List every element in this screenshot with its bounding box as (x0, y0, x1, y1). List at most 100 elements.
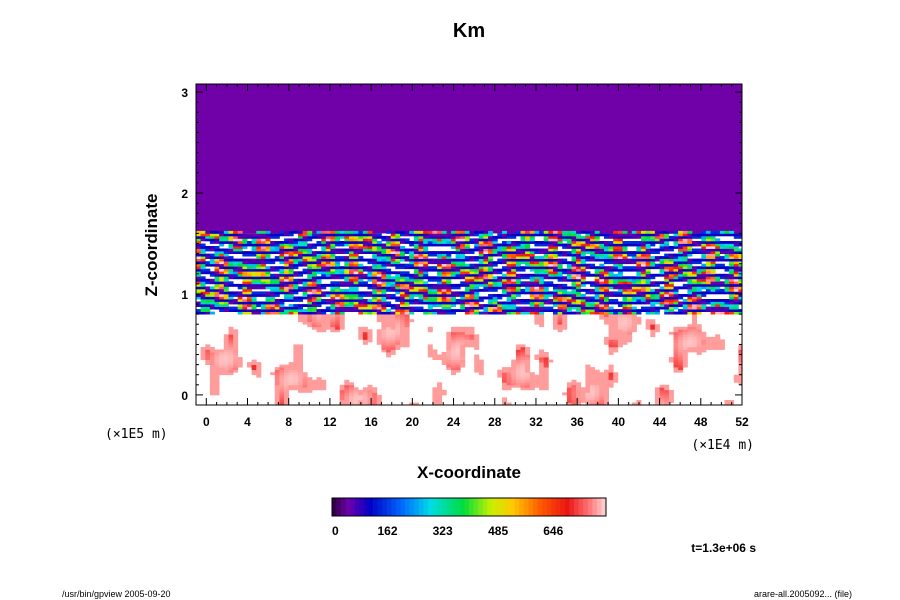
field-cell (724, 243, 730, 247)
field-cell (386, 278, 392, 282)
field-cell (344, 288, 350, 292)
field-cell (617, 344, 623, 348)
field-cell (469, 329, 475, 333)
field-cell (515, 241, 521, 244)
field-cell (650, 233, 656, 237)
field-cell (701, 235, 707, 239)
field-cell (710, 344, 716, 348)
field-cell (460, 347, 466, 350)
field-cell (710, 253, 716, 257)
field-cell (298, 314, 303, 318)
field-cell (409, 291, 415, 295)
field-cell (492, 268, 498, 272)
field-cell (539, 309, 545, 312)
field-cell (534, 319, 540, 323)
field-cell (214, 235, 220, 239)
field-cell (400, 331, 405, 335)
field-cell (335, 306, 341, 310)
field-cell (353, 306, 359, 310)
field-cell (474, 273, 480, 277)
field-cell (311, 304, 317, 307)
field-cell (585, 309, 591, 312)
field-cell (455, 344, 461, 348)
field-cell (395, 336, 401, 340)
colorbar-swatch (583, 498, 589, 516)
field-cell (529, 263, 535, 267)
field-cell (279, 230, 285, 234)
field-cell (409, 309, 415, 312)
field-cell (284, 400, 290, 403)
field-cell (284, 296, 290, 300)
field-cell (585, 372, 591, 376)
field-cell (539, 369, 545, 373)
field-cell (219, 233, 225, 237)
field-cell (520, 362, 526, 365)
field-cell (237, 304, 243, 307)
field-cell (701, 299, 707, 302)
field-cell (200, 235, 206, 239)
field-cell (705, 243, 711, 247)
colorbar-swatch (528, 498, 534, 516)
field-cell (228, 261, 234, 265)
field-cell (400, 291, 405, 295)
field-cell (729, 233, 735, 237)
field-cell (418, 230, 424, 234)
colorbar-swatch (350, 498, 356, 516)
field-cell (316, 311, 322, 315)
field-cell (520, 379, 526, 383)
field-cell (738, 309, 742, 312)
field-cell (460, 268, 466, 272)
field-cell (353, 278, 359, 282)
field-cell (604, 319, 609, 323)
field-cell (432, 286, 438, 290)
field-cell (237, 362, 243, 365)
field-cell (242, 306, 248, 310)
field-cell (539, 311, 545, 315)
field-cell (344, 233, 350, 237)
field-cell (432, 241, 438, 244)
field-cell (682, 352, 688, 355)
field-cell (325, 271, 331, 275)
field-cell (446, 281, 452, 285)
field-cell (335, 263, 341, 267)
field-cell (307, 276, 313, 280)
field-cell (293, 359, 299, 363)
field-cell (233, 341, 239, 345)
field-cell (274, 281, 280, 285)
field-cell (404, 316, 410, 320)
field-cell (404, 278, 410, 282)
field-cell (353, 238, 359, 242)
field-cell (738, 377, 742, 381)
field-cell (242, 238, 248, 242)
field-cell (562, 294, 568, 297)
field-cell (539, 241, 545, 244)
field-cell (566, 291, 572, 295)
field-cell (594, 400, 600, 403)
field-cell (200, 261, 206, 265)
field-cell (705, 299, 711, 302)
field-cell (214, 374, 220, 378)
field-cell (316, 276, 322, 280)
field-cell (687, 268, 693, 272)
field-cell (474, 369, 480, 373)
field-cell (223, 309, 229, 312)
field-cell (650, 331, 656, 335)
field-cell (488, 235, 494, 239)
field-cell (260, 243, 266, 247)
field-cell (469, 278, 475, 282)
field-cell (608, 235, 614, 239)
field-cell (233, 352, 239, 355)
field-cell (260, 268, 266, 272)
field-cell (673, 326, 679, 330)
field-cell (617, 314, 623, 318)
field-cell (715, 278, 721, 282)
field-cell (344, 271, 350, 275)
field-cell (256, 304, 262, 307)
field-cell (214, 377, 220, 381)
field-cell (228, 294, 234, 297)
field-cell (451, 326, 456, 330)
field-cell (506, 271, 512, 275)
field-cell (395, 334, 401, 338)
field-cell (395, 286, 401, 290)
colorbar-swatch (418, 498, 424, 516)
